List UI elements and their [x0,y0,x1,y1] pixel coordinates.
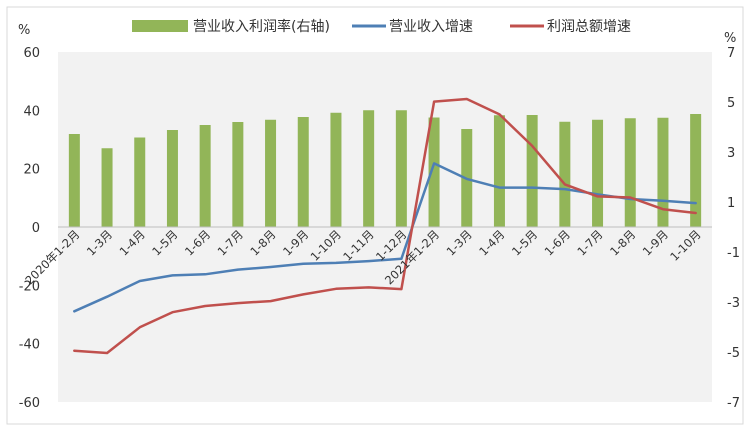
line-profit-growth [73,97,697,355]
right-tick-label: -5 [727,346,740,361]
bar-profit-margin [493,115,505,227]
right-tick-label: -1 [727,246,740,261]
left-tick-label: -40 [19,338,40,353]
bar-profit-margin [395,110,407,227]
right-tick-label: 1 [727,196,735,211]
left-tick-label: -20 [19,279,40,294]
right-tick-label: -3 [727,296,740,311]
bar-profit-margin [592,119,604,227]
bar-profit-margin [330,112,342,227]
bar-profit-margin [199,125,211,227]
left-axis-ticks: -60 -40 -20 0 20 40 60 [19,46,40,411]
left-tick-label: -60 [19,396,40,411]
legend-swatch-profit-margin [132,20,188,32]
right-axis-unit: % [724,31,736,46]
bar-profit-margin [624,118,636,227]
right-tick-label: -7 [727,396,740,411]
left-tick-label: 40 [23,104,40,119]
bar-profit-margin [297,117,309,227]
left-axis-unit: % [18,23,30,38]
left-tick-label: 0 [32,221,40,236]
right-tick-label: 7 [727,46,735,61]
bar-profit-margin [134,137,146,227]
legend-label-profit-growth: 利润总额增速 [547,19,631,35]
left-tick-label: 60 [23,46,40,61]
chart-border [6,6,744,425]
bar-profit-margin [166,130,178,227]
right-tick-label: 5 [727,96,735,111]
left-tick-label: 20 [23,163,40,178]
right-axis-ticks: -7 -5 -3 -1 1 3 5 7 [727,46,740,411]
bar-profit-margin [232,122,244,227]
bar-profit-margin [657,117,669,227]
bar-profit-margin [101,148,113,227]
line-series [73,97,697,355]
bar-profit-margin [68,134,80,227]
bar-profit-margin [690,114,702,227]
bar-profit-margin [428,117,440,227]
legend-label-revenue-growth: 营业收入增速 [389,19,473,35]
right-tick-label: 3 [727,146,735,161]
bar-profit-margin [265,119,277,227]
legend: 营业收入利润率(右轴) 营业收入增速 利润总额增速 [132,18,631,35]
legend-label-profit-margin: 营业收入利润率(右轴) [193,18,330,35]
bar-profit-margin [559,121,571,227]
bar-profit-margin [526,115,538,227]
bar-profit-margin [363,110,375,227]
